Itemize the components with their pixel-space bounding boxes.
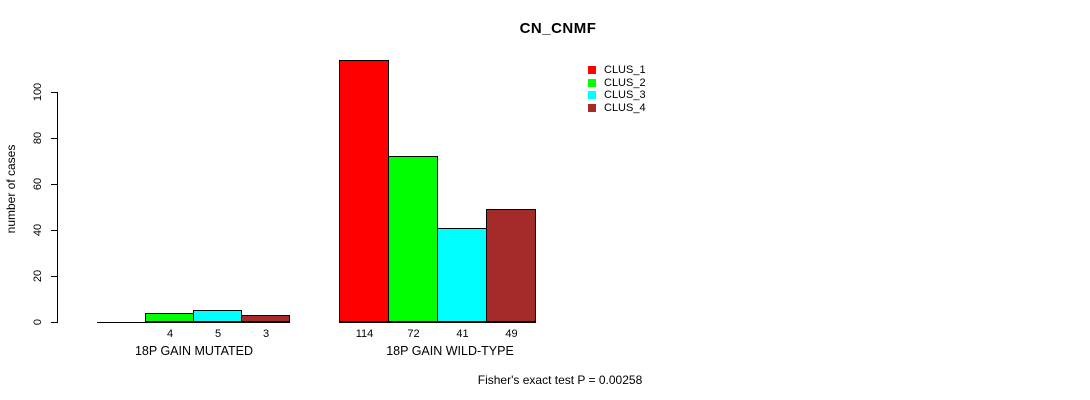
- y-axis-tick: [51, 230, 57, 231]
- bar-value-label: 114: [355, 328, 374, 340]
- bar-clus_1: [339, 60, 389, 322]
- y-axis-tick-label: 0: [32, 318, 44, 326]
- bar-clus_3: [193, 310, 242, 322]
- y-axis-tick-label: 80: [32, 131, 44, 145]
- legend-swatch-clus_3: [588, 91, 596, 99]
- y-axis-tick: [51, 92, 57, 93]
- legend-label: CLUS_1: [604, 64, 646, 76]
- bar-clus_3: [437, 228, 487, 322]
- y-axis-tick: [51, 184, 57, 185]
- bar-value-label: 4: [166, 328, 174, 340]
- legend-label: CLUS_2: [604, 77, 646, 89]
- y-axis-tick-label: 60: [32, 177, 44, 191]
- group-baseline: [97, 322, 290, 323]
- bar-clus_4: [241, 315, 290, 322]
- y-axis-line: [57, 92, 58, 323]
- bar-value-label: 41: [456, 328, 469, 340]
- legend-label: CLUS_4: [604, 102, 646, 114]
- legend-label: CLUS_3: [604, 89, 646, 101]
- legend-swatch-clus_4: [588, 104, 596, 112]
- y-axis-tick-label: 40: [32, 223, 44, 237]
- bar-clus_2: [145, 313, 194, 322]
- category-label-mutated: 18P GAIN MUTATED: [134, 344, 254, 358]
- y-axis-label: number of cases: [4, 144, 18, 234]
- y-axis-tick: [51, 322, 57, 323]
- bar-clus_4: [486, 209, 536, 322]
- y-axis-tick-label: 20: [32, 269, 44, 283]
- fisher-test-annotation: Fisher's exact test P = 0.00258: [477, 373, 643, 387]
- bar-value-label: 72: [407, 328, 420, 340]
- bar-value-label: 3: [262, 328, 270, 340]
- bar-value-label: 5: [214, 328, 222, 340]
- bar-value-label: 49: [505, 328, 518, 340]
- chart-title: CN_CNMF: [519, 20, 597, 37]
- legend-swatch-clus_2: [588, 79, 596, 87]
- group-baseline: [339, 322, 536, 323]
- bar-clus_2: [388, 156, 438, 322]
- legend-swatch-clus_1: [588, 66, 596, 74]
- y-axis-tick-label: 100: [32, 82, 44, 102]
- y-axis-tick: [51, 138, 57, 139]
- category-label-wild-type: 18P GAIN WILD-TYPE: [386, 344, 514, 358]
- y-axis-tick: [51, 276, 57, 277]
